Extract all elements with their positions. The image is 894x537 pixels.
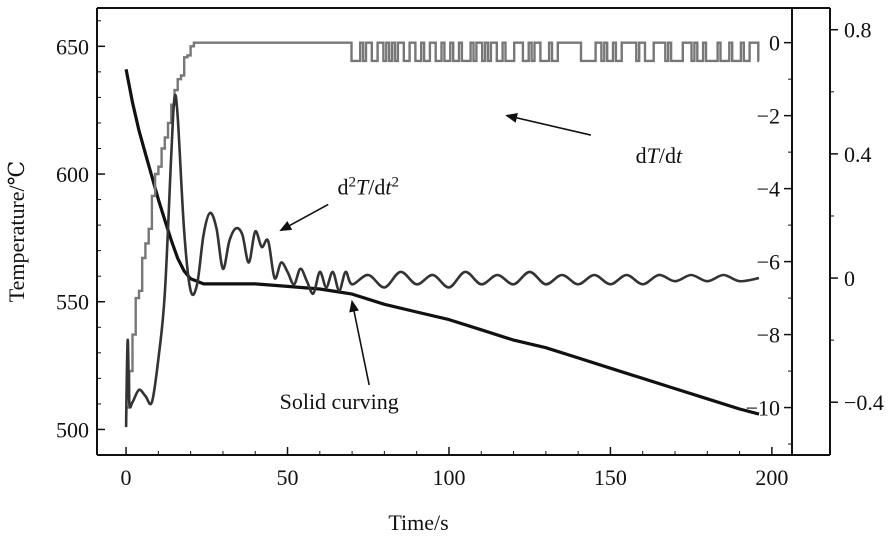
y-right-outer-tick-label: −0.4 bbox=[844, 390, 884, 415]
y-right-inner-tick-label: −8 bbox=[757, 323, 780, 348]
y-tick-label: 650 bbox=[56, 34, 89, 59]
y-right-inner-tick-label: −6 bbox=[757, 250, 780, 275]
annotation-label: Solid curving bbox=[280, 389, 399, 414]
x-tick-label: 50 bbox=[277, 465, 299, 490]
x-axis-title: Time/s bbox=[388, 510, 448, 535]
x-tick-label: 150 bbox=[594, 465, 627, 490]
annotation-label-part: 2 bbox=[391, 174, 399, 190]
x-tick-label: 100 bbox=[432, 465, 465, 490]
y-right-inner-tick-label: −4 bbox=[757, 177, 780, 202]
y-tick-label: 600 bbox=[56, 162, 89, 187]
annotation-label-part: T bbox=[647, 143, 661, 168]
annotation-label-part: /d bbox=[659, 143, 676, 168]
y-tick-label: 550 bbox=[56, 290, 89, 315]
annotation: d2T/dt2 bbox=[279, 174, 399, 232]
y-right-inner-tick-label: 0 bbox=[769, 31, 780, 56]
annotation-label-part: Solid curving bbox=[280, 389, 399, 414]
y-right-outer-tick-label: 0 bbox=[844, 266, 855, 291]
y-right-outer-tick-label: 0.8 bbox=[844, 18, 872, 43]
annotation-arrow bbox=[279, 203, 329, 232]
axis-titles: Time/s Temperature/℃ bbox=[4, 161, 449, 535]
annotation-label-part: T bbox=[356, 174, 370, 199]
y-right-inner-tick-label: −2 bbox=[757, 104, 780, 129]
annotation-label-part: 2 bbox=[348, 174, 356, 190]
series-dTdt bbox=[126, 41, 760, 409]
annotation-label: dT/dt bbox=[636, 143, 683, 168]
annotation-label-part: d bbox=[337, 174, 348, 199]
annotation-label: d2T/dt2 bbox=[337, 174, 399, 199]
annotation-label-part: /d bbox=[368, 174, 385, 199]
ticks: 0 50 100 150 200 500 550 600 650 0 −2 −4 −6 −8 −10 0.8 0… bbox=[56, 18, 884, 490]
series bbox=[124, 41, 760, 428]
annotation: dT/dt bbox=[505, 113, 683, 168]
y-right-inner-tick-label: −10 bbox=[746, 396, 780, 421]
y-right-outer-tick-label: 0.4 bbox=[844, 142, 872, 167]
axes bbox=[96, 7, 831, 456]
annotation-label-part: d bbox=[636, 143, 647, 168]
x-tick-label: 200 bbox=[755, 465, 788, 490]
annotation-label-part: t bbox=[676, 143, 683, 168]
annotation-arrow bbox=[349, 299, 370, 386]
y-tick-label: 500 bbox=[56, 417, 89, 442]
series-d2Tdt2 bbox=[124, 93, 760, 428]
x-tick-label: 0 bbox=[121, 465, 132, 490]
annotation-label-part: t bbox=[385, 174, 392, 199]
annotation-arrow bbox=[505, 113, 592, 136]
y-axis-title: Temperature/℃ bbox=[4, 161, 29, 303]
annotation: Solid curving bbox=[280, 299, 399, 414]
series-temperature bbox=[124, 68, 760, 416]
